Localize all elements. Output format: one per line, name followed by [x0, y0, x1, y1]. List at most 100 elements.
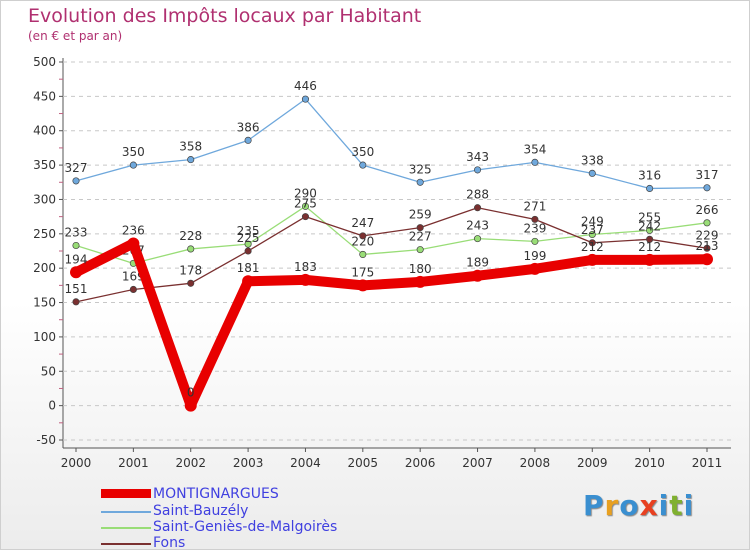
chart-subtitle: (en € et par an): [28, 29, 123, 43]
data-point: [356, 279, 369, 292]
data-point: [588, 169, 596, 177]
data-point: [127, 237, 140, 250]
data-point: [70, 266, 82, 279]
data-label: 358: [179, 140, 202, 154]
chart-title: Evolution des Impôts locaux par Habitant: [28, 5, 422, 27]
data-label: 255: [638, 210, 661, 224]
data-point: [187, 279, 195, 287]
data-label: 271: [523, 199, 546, 213]
data-point: [646, 184, 654, 193]
data-label: 446: [294, 79, 317, 93]
data-label: 212: [638, 240, 661, 254]
x-tick-label: 2000: [61, 456, 92, 470]
y-tick-label: 50: [41, 364, 56, 378]
data-point: [416, 178, 424, 186]
data-label: 212: [581, 240, 604, 254]
data-point: [414, 275, 427, 288]
data-label: 0: [187, 386, 195, 400]
data-label: 227: [409, 230, 432, 244]
data-point: [646, 235, 654, 243]
logo-letter: P: [583, 489, 605, 522]
y-tick-label: 350: [33, 158, 56, 172]
data-label: 220: [351, 234, 374, 248]
data-label: 225: [237, 231, 260, 245]
y-tick-label: -50: [36, 433, 56, 447]
data-point: [703, 244, 711, 252]
data-label: 288: [466, 188, 489, 202]
data-point: [244, 136, 252, 144]
data-point: [473, 235, 482, 243]
data-label: 199: [523, 249, 546, 263]
data-point: [184, 399, 197, 412]
x-tick-label: 2009: [577, 456, 608, 470]
data-label: 189: [466, 256, 489, 270]
data-point: [703, 184, 711, 192]
data-label: 249: [581, 215, 604, 229]
data-point: [187, 245, 195, 253]
y-tick-label: 300: [33, 192, 56, 206]
data-label: 243: [466, 219, 489, 233]
data-label: 242: [638, 219, 661, 233]
data-label: 237: [581, 223, 604, 237]
x-tick-label: 2006: [405, 456, 436, 470]
proxiti-logo: Proxiti: [583, 489, 694, 522]
data-point: [359, 161, 367, 169]
y-tick-label: 450: [33, 89, 56, 103]
data-label: 180: [409, 262, 432, 276]
data-point: [72, 177, 80, 185]
y-tick-label: 100: [33, 330, 56, 344]
data-point: [643, 253, 656, 266]
data-label: 327: [65, 161, 88, 175]
data-label: 178: [179, 263, 202, 277]
data-label: 275: [294, 197, 317, 211]
data-label: 354: [523, 142, 546, 156]
series-line: [75, 98, 708, 190]
data-label: 338: [581, 153, 604, 167]
data-label: 350: [351, 145, 374, 159]
data-label: 350: [122, 145, 145, 159]
legend-label: Saint-Bauzély: [153, 503, 249, 519]
data-label: 239: [523, 221, 546, 235]
logo-letter: t: [669, 489, 684, 522]
data-label: 325: [409, 162, 432, 176]
data-point: [588, 239, 596, 247]
y-tick-label: 250: [33, 227, 56, 241]
data-point: [187, 156, 195, 164]
x-tick-label: 2003: [233, 456, 264, 470]
data-label: 343: [466, 150, 489, 164]
x-tick-label: 2010: [634, 456, 665, 470]
legend-label: Saint-Geniès-de-Malgoirès: [153, 519, 338, 535]
y-tick-label: 0: [48, 399, 56, 413]
data-point: [359, 232, 367, 240]
data-point: [301, 202, 310, 210]
x-tick-label: 2004: [290, 456, 321, 470]
logo-letter: i: [658, 489, 670, 522]
data-point: [473, 166, 482, 174]
data-label: 259: [409, 208, 432, 222]
data-point: [646, 226, 654, 234]
data-point: [531, 237, 539, 245]
legend-swatch: [101, 489, 151, 498]
data-point: [129, 161, 137, 169]
legend-swatch: [101, 511, 151, 513]
data-label: 151: [65, 282, 88, 296]
data-point: [301, 213, 310, 221]
legend-swatch: [101, 527, 151, 529]
x-tick-label: 2001: [118, 456, 149, 470]
logo-letter: x: [639, 489, 659, 522]
y-tick-label: 400: [33, 124, 56, 138]
legend-label: Fons: [153, 535, 186, 551]
data-point: [299, 273, 312, 286]
data-label: 386: [237, 120, 260, 134]
data-point: [244, 240, 252, 248]
data-label: 228: [179, 229, 202, 243]
data-point: [244, 247, 252, 255]
x-tick-label: 2002: [175, 456, 206, 470]
x-tick-label: 2007: [462, 456, 493, 470]
data-point: [129, 285, 137, 294]
data-point: [703, 219, 711, 227]
logo-letter: o: [619, 489, 640, 522]
data-label: 181: [237, 261, 260, 275]
logo-letter: i: [683, 489, 695, 522]
